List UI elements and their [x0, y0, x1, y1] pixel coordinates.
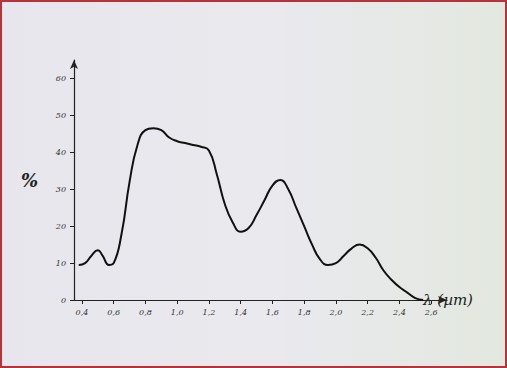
svg-text:40: 40: [55, 148, 66, 157]
svg-text:1,8: 1,8: [298, 308, 311, 317]
svg-text:2,2: 2,2: [360, 308, 374, 317]
svg-text:1,0: 1,0: [171, 308, 184, 317]
svg-text:1,6: 1,6: [266, 308, 279, 317]
svg-text:30: 30: [56, 185, 66, 194]
svg-text:1,2: 1,2: [203, 308, 216, 317]
svg-text:0,8: 0,8: [139, 308, 152, 317]
svg-text:50: 50: [56, 111, 66, 120]
svg-text:%: %: [21, 170, 38, 191]
svg-text:60: 60: [56, 74, 66, 83]
svg-text:2,6: 2,6: [424, 308, 438, 317]
svg-text:1,4: 1,4: [234, 308, 247, 317]
svg-text:2,4: 2,4: [392, 308, 406, 317]
svg-text:2,0: 2,0: [329, 308, 343, 317]
svg-text:20: 20: [55, 222, 66, 231]
svg-text:0: 0: [61, 296, 66, 305]
svg-text:λ (µm): λ (µm): [423, 291, 473, 309]
svg-text:10: 10: [56, 259, 66, 268]
svg-text:0,6: 0,6: [107, 308, 120, 317]
svg-text:0,4: 0,4: [76, 308, 89, 317]
